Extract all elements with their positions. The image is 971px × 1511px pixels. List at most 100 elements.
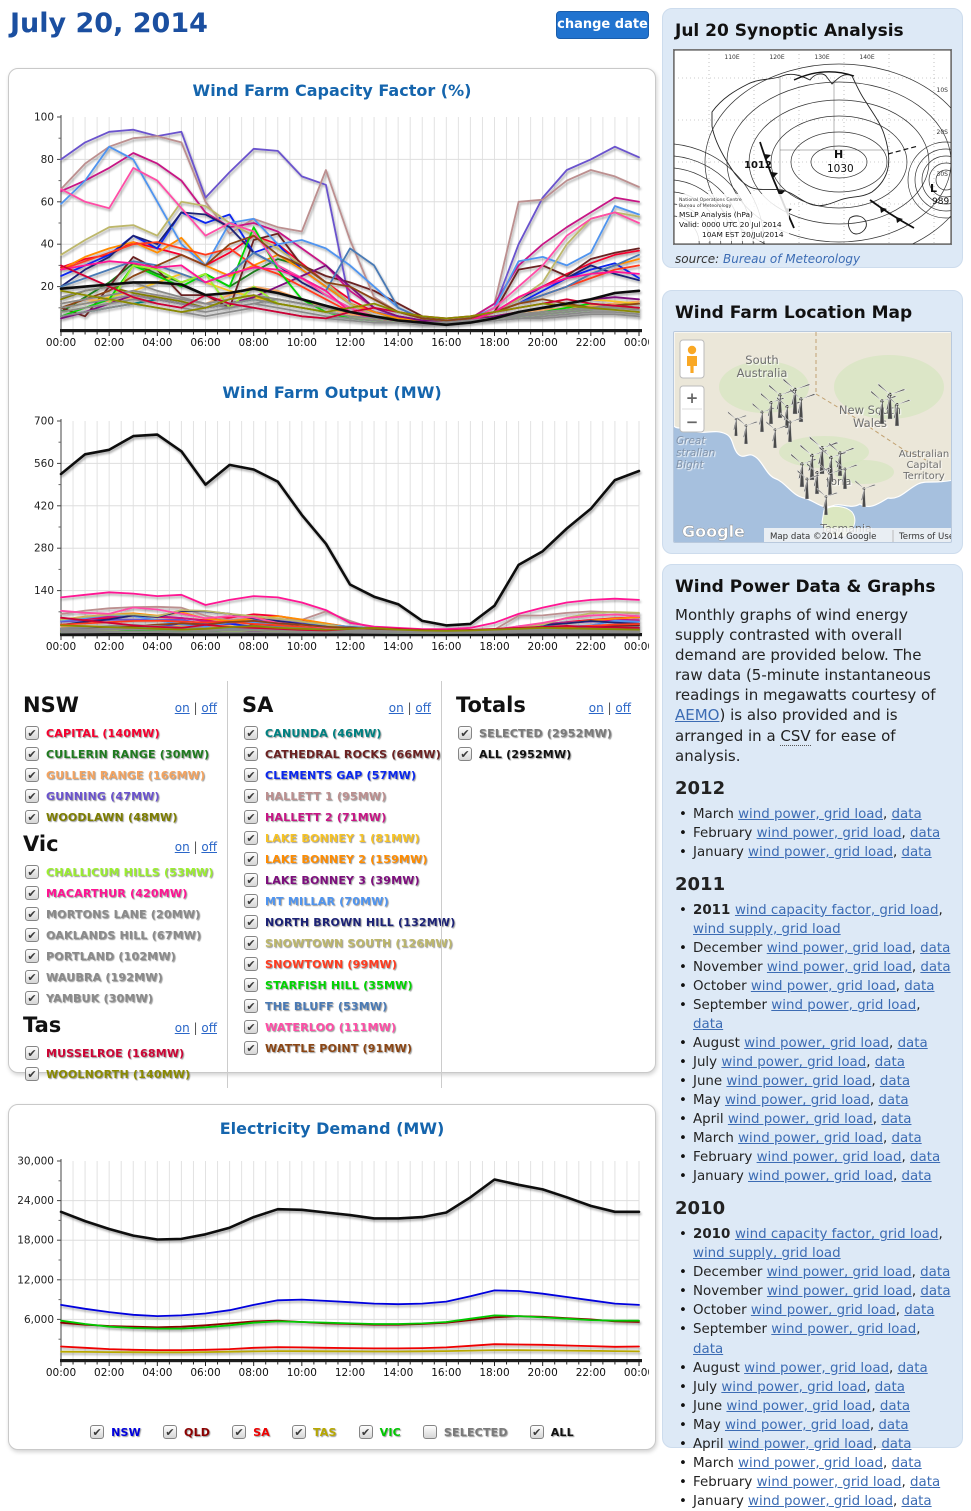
zoom-in-button[interactable]: + (686, 389, 699, 407)
region-nsw-label[interactable]: NSW (111, 1425, 142, 1439)
data-link[interactable]: data (891, 806, 922, 822)
region-qld-checkbox[interactable]: ✔ (163, 1425, 178, 1439)
farm-checkbox[interactable]: ✔ (25, 907, 39, 921)
farm-label[interactable]: SNOWTOWN SOUTH (126MW) (265, 936, 453, 950)
farm-checkbox[interactable]: ✔ (244, 978, 258, 992)
wind-power-grid-load-link[interactable]: wind power, grid load (726, 1074, 872, 1090)
data-link[interactable]: data (910, 825, 941, 841)
wind-power-grid-load-link[interactable]: wind power, grid load (756, 1474, 902, 1490)
wind-power-grid-load-link[interactable]: wind power, grid load (756, 1150, 902, 1166)
farm-label[interactable]: GUNNING (47MW) (46, 789, 160, 803)
region-all-checkbox[interactable]: ✔ (529, 1425, 544, 1439)
farm-checkbox[interactable]: ✔ (244, 1020, 258, 1034)
data-link[interactable]: data (874, 1055, 905, 1071)
farm-checkbox[interactable]: ✔ (244, 789, 258, 803)
farm-label[interactable]: HALLETT 1 (95MW) (265, 789, 387, 803)
farm-label[interactable]: OAKLANDS HILL (67MW) (46, 928, 202, 942)
google-map[interactable]: South Australia New South Wales Australian Ca… (673, 331, 952, 543)
data-link[interactable]: data (878, 1093, 909, 1109)
farm-label[interactable]: YAMBUK (30MW) (46, 991, 154, 1005)
region-sa-label[interactable]: SA (253, 1425, 270, 1439)
farm-label[interactable]: MT MILLAR (70MW) (265, 894, 389, 908)
farm-checkbox[interactable]: ✔ (25, 726, 39, 740)
wind-power-grid-load-link[interactable]: wind power, grid load (750, 978, 896, 994)
farm-checkbox[interactable]: ✔ (244, 915, 258, 929)
data-link[interactable]: data (879, 1398, 911, 1414)
wind-power-grid-load-link[interactable]: wind power, grid load (738, 806, 883, 822)
all-off-link[interactable]: off (201, 1021, 217, 1035)
data-link[interactable]: data (897, 1036, 928, 1052)
wind-power-grid-load-link[interactable]: wind power, grid load (727, 1436, 873, 1452)
farm-checkbox[interactable]: ✔ (25, 991, 39, 1005)
data-link[interactable]: data (910, 1150, 941, 1166)
farm-label[interactable]: GULLEN RANGE (166MW) (46, 768, 206, 782)
wind-power-grid-load-link[interactable]: wind power, grid load (738, 1131, 883, 1147)
farm-label[interactable]: WAUBRA (192MW) (46, 970, 163, 984)
wind-power-grid-load-link[interactable]: wind power, grid load (724, 1093, 870, 1109)
farm-label[interactable]: MACARTHUR (420MW) (46, 886, 188, 900)
farm-label[interactable]: LAKE BONNEY 2 (159MW) (265, 852, 428, 866)
farm-checkbox[interactable]: ✔ (244, 957, 258, 971)
wind-power-grid-load-link[interactable]: wind power, grid load (748, 1169, 893, 1185)
farm-checkbox[interactable]: ✔ (25, 886, 39, 900)
farm-label[interactable]: CAPITAL (140MW) (46, 726, 160, 740)
data-link[interactable]: data (904, 978, 935, 994)
farm-label[interactable]: WOODLAWN (48MW) (46, 810, 178, 824)
farm-label[interactable]: NORTH BROWN HILL (132MW) (265, 915, 456, 929)
farm-checkbox[interactable]: ✔ (244, 810, 258, 824)
region-qld-label[interactable]: QLD (184, 1425, 211, 1439)
farm-checkbox[interactable]: ✔ (244, 894, 258, 908)
wind-supply-link[interactable]: wind supply, grid load (693, 1246, 841, 1262)
farm-checkbox[interactable]: ✔ (244, 768, 258, 782)
wind-power-grid-load-link[interactable]: wind power, grid load (744, 1036, 890, 1052)
change-date-button[interactable]: change date (556, 11, 649, 39)
bom-link[interactable]: Bureau of Meteorology (722, 252, 861, 266)
farm-label[interactable]: CHALLICUM HILLS (53MW) (46, 865, 214, 879)
capacity-factor-link[interactable]: wind capacity factor, grid load (734, 902, 939, 918)
data-link[interactable]: data (904, 1303, 935, 1319)
farm-checkbox[interactable]: ✔ (244, 999, 258, 1013)
farm-label[interactable]: CLEMENTS GAP (57MW) (265, 768, 417, 782)
wind-power-grid-load-link[interactable]: wind power, grid load (724, 1417, 870, 1433)
farm-checkbox[interactable]: ✔ (244, 873, 258, 887)
wind-power-grid-load-link[interactable]: wind power, grid load (748, 844, 893, 860)
region-selected-checkbox[interactable]: ✔ (422, 1425, 437, 1439)
farm-label[interactable]: STARFISH HILL (35MW) (265, 978, 413, 992)
farm-label[interactable]: SNOWTOWN (99MW) (265, 957, 398, 971)
all-on-link[interactable]: on (174, 840, 190, 854)
pegman-icon[interactable] (687, 356, 697, 373)
region-nsw-checkbox[interactable]: ✔ (90, 1425, 105, 1439)
farm-checkbox[interactable]: ✔ (25, 865, 39, 879)
farm-label[interactable]: CULLERIN RANGE (30MW) (46, 747, 210, 761)
data-link[interactable]: data (879, 1074, 911, 1090)
all-off-link[interactable]: off (201, 701, 217, 715)
farm-checkbox[interactable]: ✔ (25, 928, 39, 942)
wind-power-grid-load-link[interactable]: wind power, grid load (766, 1265, 912, 1281)
region-tas-label[interactable]: TAS (312, 1425, 337, 1439)
all-on-link[interactable]: on (388, 701, 404, 715)
all-on-link[interactable]: on (174, 1021, 190, 1035)
wind-supply-link[interactable]: wind supply, grid load (693, 921, 841, 937)
data-link[interactable]: data (693, 1017, 724, 1033)
total-checkbox[interactable]: ✔ (458, 726, 472, 740)
aemo-link[interactable]: AEMO (675, 706, 720, 725)
wind-power-grid-load-link[interactable]: wind power, grid load (766, 940, 912, 956)
wind-power-grid-load-link[interactable]: wind power, grid load (766, 1284, 912, 1300)
data-link[interactable]: data (920, 1265, 951, 1281)
farm-label[interactable]: LAKE BONNEY 3 (39MW) (265, 873, 420, 887)
data-link[interactable]: data (891, 1455, 922, 1471)
farm-checkbox[interactable]: ✔ (244, 936, 258, 950)
farm-checkbox[interactable]: ✔ (25, 970, 39, 984)
farm-label[interactable]: MUSSELROE (168MW) (46, 1046, 185, 1060)
wind-power-grid-load-link[interactable]: wind power, grid load (756, 825, 902, 841)
farm-checkbox[interactable]: ✔ (25, 1067, 39, 1081)
region-sa-checkbox[interactable]: ✔ (232, 1425, 247, 1439)
farm-label[interactable]: CANUNDA (46MW) (265, 726, 382, 740)
data-link[interactable]: data (901, 1493, 932, 1509)
farm-checkbox[interactable]: ✔ (244, 747, 258, 761)
data-link[interactable]: data (881, 1112, 912, 1128)
data-link[interactable]: data (920, 1284, 951, 1300)
all-off-link[interactable]: off (415, 701, 431, 715)
data-link[interactable]: data (920, 940, 951, 956)
data-link[interactable]: data (910, 1474, 941, 1490)
